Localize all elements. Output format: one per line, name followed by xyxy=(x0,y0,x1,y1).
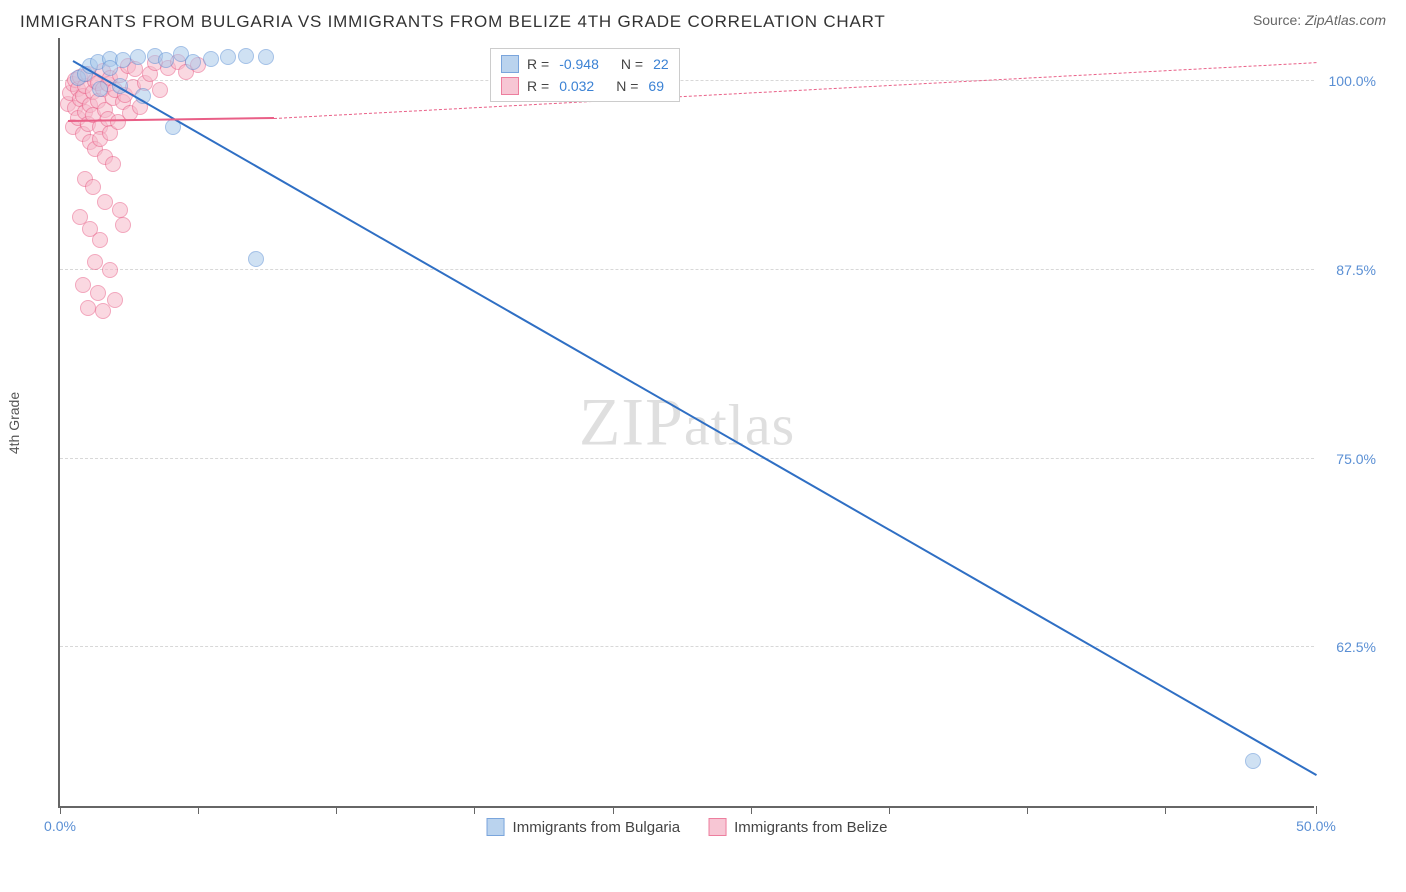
x-tick xyxy=(474,806,475,814)
legend-item: Immigrants from Bulgaria xyxy=(487,818,681,836)
chart-container: 4th Grade ZIPatlas R = -0.948N = 22R = 0… xyxy=(20,38,1386,808)
x-tick-label: 0.0% xyxy=(44,818,76,834)
source-label: Source: ZipAtlas.com xyxy=(1253,12,1386,28)
data-point xyxy=(203,51,219,67)
data-point xyxy=(102,262,118,278)
data-point xyxy=(102,60,118,76)
data-point xyxy=(1245,753,1261,769)
data-point xyxy=(75,277,91,293)
trend-line xyxy=(72,60,1316,776)
data-point xyxy=(115,217,131,233)
x-tick xyxy=(336,806,337,814)
legend-row: R = -0.948N = 22 xyxy=(501,53,669,75)
x-tick xyxy=(1027,806,1028,814)
gridline xyxy=(60,458,1314,459)
x-tick xyxy=(198,806,199,814)
data-point xyxy=(92,232,108,248)
y-axis-label: 4th Grade xyxy=(6,392,22,454)
plot-area: ZIPatlas R = -0.948N = 22R = 0.032N = 69… xyxy=(58,38,1314,808)
chart-title: IMMIGRANTS FROM BULGARIA VS IMMIGRANTS F… xyxy=(20,12,886,32)
series-legend: Immigrants from Bulgaria Immigrants from … xyxy=(487,818,888,836)
x-tick-label: 50.0% xyxy=(1296,818,1336,834)
data-point xyxy=(248,251,264,267)
y-tick-label: 75.0% xyxy=(1321,451,1376,467)
x-tick xyxy=(613,806,614,814)
data-point xyxy=(105,156,121,172)
x-tick xyxy=(60,806,61,814)
data-point xyxy=(92,81,108,97)
source-link[interactable]: ZipAtlas.com xyxy=(1305,12,1386,28)
legend-row: R = 0.032N = 69 xyxy=(501,75,669,97)
x-tick xyxy=(751,806,752,814)
y-tick-label: 62.5% xyxy=(1321,639,1376,655)
data-point xyxy=(185,54,201,70)
data-point xyxy=(97,194,113,210)
x-tick xyxy=(889,806,890,814)
data-point xyxy=(238,48,254,64)
data-point xyxy=(112,202,128,218)
data-point xyxy=(95,303,111,319)
legend-swatch xyxy=(487,818,505,836)
legend-item: Immigrants from Belize xyxy=(708,818,887,836)
data-point xyxy=(87,254,103,270)
y-tick-label: 100.0% xyxy=(1321,73,1376,89)
gridline xyxy=(60,646,1314,647)
data-point xyxy=(130,49,146,65)
gridline xyxy=(60,269,1314,270)
y-tick-label: 87.5% xyxy=(1321,262,1376,278)
data-point xyxy=(158,52,174,68)
x-tick xyxy=(1316,806,1317,814)
data-point xyxy=(85,179,101,195)
data-point xyxy=(220,49,236,65)
legend-swatch xyxy=(501,55,519,73)
gridline xyxy=(60,80,1314,81)
trend-line-extension xyxy=(273,62,1316,119)
correlation-legend: R = -0.948N = 22R = 0.032N = 69 xyxy=(490,48,680,102)
x-tick xyxy=(1165,806,1166,814)
data-point xyxy=(152,82,168,98)
data-point xyxy=(107,292,123,308)
data-point xyxy=(80,300,96,316)
legend-swatch xyxy=(708,818,726,836)
data-point xyxy=(258,49,274,65)
watermark: ZIPatlas xyxy=(579,383,795,462)
data-point xyxy=(90,285,106,301)
legend-swatch xyxy=(501,77,519,95)
